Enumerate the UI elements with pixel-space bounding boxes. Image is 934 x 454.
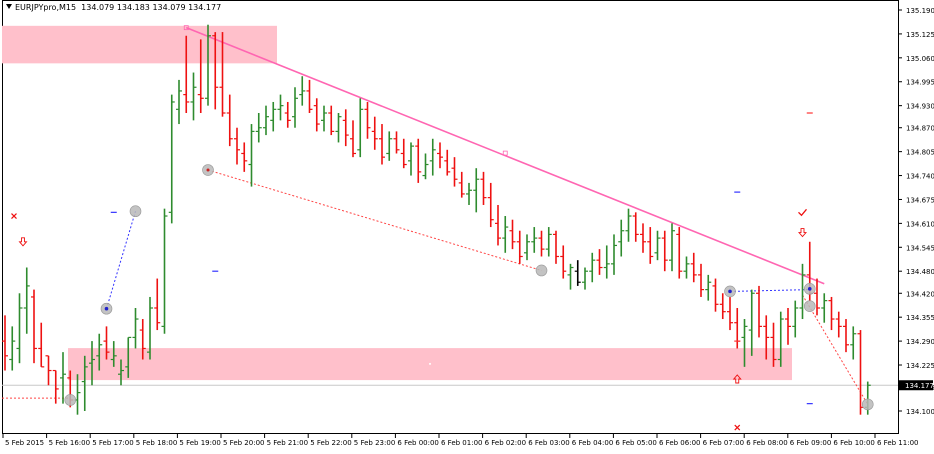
time-tick-label: 6 Feb 11:00 bbox=[877, 439, 918, 447]
time-tick-label: 5 Feb 17:00 bbox=[92, 439, 133, 447]
time-tick-label: 6 Feb 09:00 bbox=[790, 439, 831, 447]
chart-title: EURJPYpro,M15 134.079 134.183 134.079 13… bbox=[6, 3, 221, 12]
zigzag-dashed-blue bbox=[106, 211, 136, 309]
time-tick-label: 6 Feb 01:00 bbox=[441, 439, 482, 447]
bars-layer bbox=[2, 24, 871, 415]
price-tick-label: 134.290 bbox=[906, 338, 934, 346]
sell-x-icon bbox=[11, 213, 17, 219]
zones-layer bbox=[2, 25, 792, 381]
ohlc-low: 134.079 bbox=[152, 3, 186, 12]
swing-point-center bbox=[206, 168, 210, 172]
price-axis: 135.190 135.125 135.060 134.995 134.930 134.8… bbox=[898, 7, 934, 416]
price-tick-label: 134.610 bbox=[906, 220, 934, 228]
ohlc-close: 134.177 bbox=[188, 3, 222, 12]
price-tick-label: 134.420 bbox=[906, 290, 934, 298]
price-tick-label: 135.190 bbox=[906, 7, 934, 15]
arrow-up-icon bbox=[732, 374, 742, 384]
price-tick-label: 134.545 bbox=[906, 244, 934, 252]
time-tick-label: 6 Feb 03:00 bbox=[528, 439, 569, 447]
arrow-down-icon bbox=[18, 237, 28, 247]
time-tick-label: 5 Feb 21:00 bbox=[267, 439, 308, 447]
price-tick-label: 134.930 bbox=[906, 103, 934, 111]
check-mark-icon bbox=[798, 208, 807, 217]
swing-point-center bbox=[104, 306, 109, 311]
time-tick-label: 6 Feb 05:00 bbox=[615, 439, 656, 447]
sell-x-icon bbox=[734, 424, 741, 431]
swing-point-circle bbox=[861, 398, 874, 411]
arrow-down-icon bbox=[798, 228, 807, 238]
swing-point-circle bbox=[535, 264, 548, 277]
trendline-anchor bbox=[502, 150, 508, 156]
time-tick-label: 5 Feb 16:00 bbox=[49, 439, 90, 447]
time-axis: 5 Feb 2015 5 Feb 16:00 5 Feb 17:00 5 Feb 18… bbox=[2, 434, 918, 447]
price-tick-label: 134.995 bbox=[906, 79, 934, 87]
swing-point-circle bbox=[64, 394, 77, 406]
swing-point-circle bbox=[803, 300, 816, 312]
chart-menu-triangle-icon[interactable] bbox=[6, 4, 12, 9]
time-tick-label: 6 Feb 02:00 bbox=[485, 439, 526, 447]
time-tick-label: 5 Feb 19:00 bbox=[179, 439, 220, 447]
price-tick-label: 134.355 bbox=[906, 314, 934, 322]
time-tick-label: 5 Feb 2015 bbox=[5, 439, 44, 447]
time-tick-label: 5 Feb 23:00 bbox=[354, 439, 395, 447]
ohlc-high: 134.183 bbox=[116, 3, 150, 12]
price-tick-label: 134.870 bbox=[906, 125, 934, 133]
price-tick-label: 135.060 bbox=[906, 55, 934, 63]
price-tick-label: 134.805 bbox=[906, 149, 934, 157]
ohlc-open: 134.079 bbox=[81, 3, 115, 12]
time-tick-label: 5 Feb 20:00 bbox=[223, 439, 264, 447]
markers-layer bbox=[11, 112, 874, 431]
price-tick-label: 134.675 bbox=[906, 196, 934, 204]
current-price-label: 134.177 bbox=[905, 382, 934, 390]
price-tick-label: 134.100 bbox=[906, 408, 934, 416]
zigzag-dashed-blue bbox=[729, 289, 810, 292]
zigzag-dashed-red bbox=[802, 294, 869, 405]
price-axis-panel bbox=[899, 0, 933, 434]
time-tick-label: 6 Feb 10:00 bbox=[833, 439, 874, 447]
trendline-anchor bbox=[183, 25, 189, 31]
current-price-tag bbox=[899, 380, 933, 391]
symbol-label: EURJPYpro,M15 bbox=[15, 3, 77, 12]
time-tick-label: 6 Feb 07:00 bbox=[703, 439, 744, 447]
time-tick-label: 6 Feb 04:00 bbox=[572, 439, 613, 447]
swing-point-circle bbox=[129, 205, 142, 218]
zone-center-dot bbox=[429, 362, 431, 365]
time-tick-label: 5 Feb 22:00 bbox=[310, 439, 351, 447]
swing-point-center bbox=[807, 287, 812, 291]
time-tick-label: 6 Feb 06:00 bbox=[659, 439, 700, 447]
price-tick-label: 134.740 bbox=[906, 173, 934, 181]
zigzag-dashed-red bbox=[2, 397, 71, 400]
swing-point-center bbox=[728, 289, 732, 294]
price-tick-label: 134.480 bbox=[906, 268, 934, 276]
time-tick-label: 5 Feb 18:00 bbox=[136, 439, 177, 447]
price-tick-label: 135.125 bbox=[906, 31, 934, 39]
trendline bbox=[185, 26, 825, 285]
supply-zone bbox=[2, 25, 277, 64]
time-tick-label: 6 Feb 08:00 bbox=[746, 439, 787, 447]
time-tick-label: 6 Feb 00:00 bbox=[397, 439, 438, 447]
price-tick-label: 134.225 bbox=[906, 362, 934, 370]
